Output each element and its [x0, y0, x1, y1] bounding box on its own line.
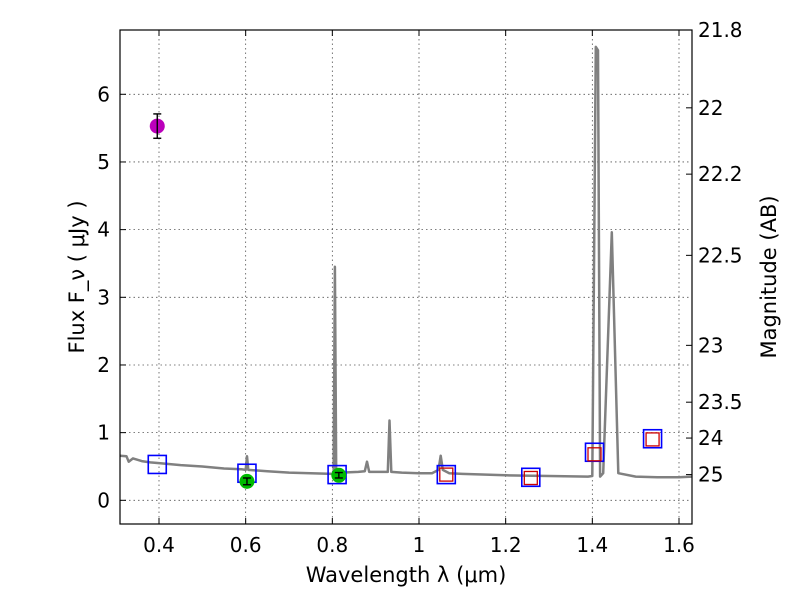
- model-photometry-square: [520, 467, 541, 488]
- right-tick-label: 21.8: [698, 18, 743, 42]
- right-tick-label: 22.5: [698, 243, 743, 267]
- x-tick-label: 0.4: [143, 533, 175, 557]
- right-tick-label: 23: [698, 333, 723, 357]
- x-tick-label: 1.4: [576, 533, 608, 557]
- y-axis-label-right: Magnitude (AB): [757, 195, 781, 358]
- grid-lines: [120, 30, 692, 524]
- right-tick-label: 22: [698, 96, 723, 120]
- x-tick-label: 1.6: [663, 533, 695, 557]
- right-tick-label: 22.2: [698, 162, 743, 186]
- model-photometry-square: [436, 464, 457, 485]
- right-tick-label: 23.5: [698, 390, 743, 414]
- model-photometry-square: [642, 428, 663, 449]
- x-tick-label: 0.6: [230, 533, 262, 557]
- observed-photometry-square: [587, 447, 602, 462]
- observed-photometry-square: [645, 432, 660, 447]
- plot-frame: [119, 29, 693, 525]
- tick-layer: 0.4 0.6 0.8 1 1.2 1.4 1.6012345621.82222.222.5…: [97, 18, 742, 557]
- y-tick-label: 0: [97, 488, 110, 512]
- x-tick-label: 1.2: [490, 533, 522, 557]
- y-tick-label: 3: [97, 285, 110, 309]
- observed-photometry-square: [523, 470, 538, 486]
- y-tick-label: 1: [97, 421, 110, 445]
- x-tick-label: 0.8: [316, 533, 348, 557]
- marker-layer: [147, 113, 663, 489]
- model-spectrum-line: [120, 45, 692, 479]
- x-tick-label: 1: [413, 533, 426, 557]
- y-tick-label: 6: [97, 82, 110, 106]
- series-layer: [120, 45, 692, 479]
- x-axis-label: Wavelength λ (μm): [306, 563, 507, 587]
- y-tick-label: 2: [97, 353, 110, 377]
- y-tick-label: 4: [97, 218, 110, 242]
- y-axis-label-left: Flux F_ν ( μJy ): [65, 200, 90, 353]
- model-photometry-square: [147, 454, 168, 475]
- right-tick-label: 25: [698, 463, 723, 487]
- observed-photometry-square: [439, 467, 454, 482]
- y-tick-label: 5: [97, 150, 110, 174]
- right-tick-label: 24: [698, 426, 723, 450]
